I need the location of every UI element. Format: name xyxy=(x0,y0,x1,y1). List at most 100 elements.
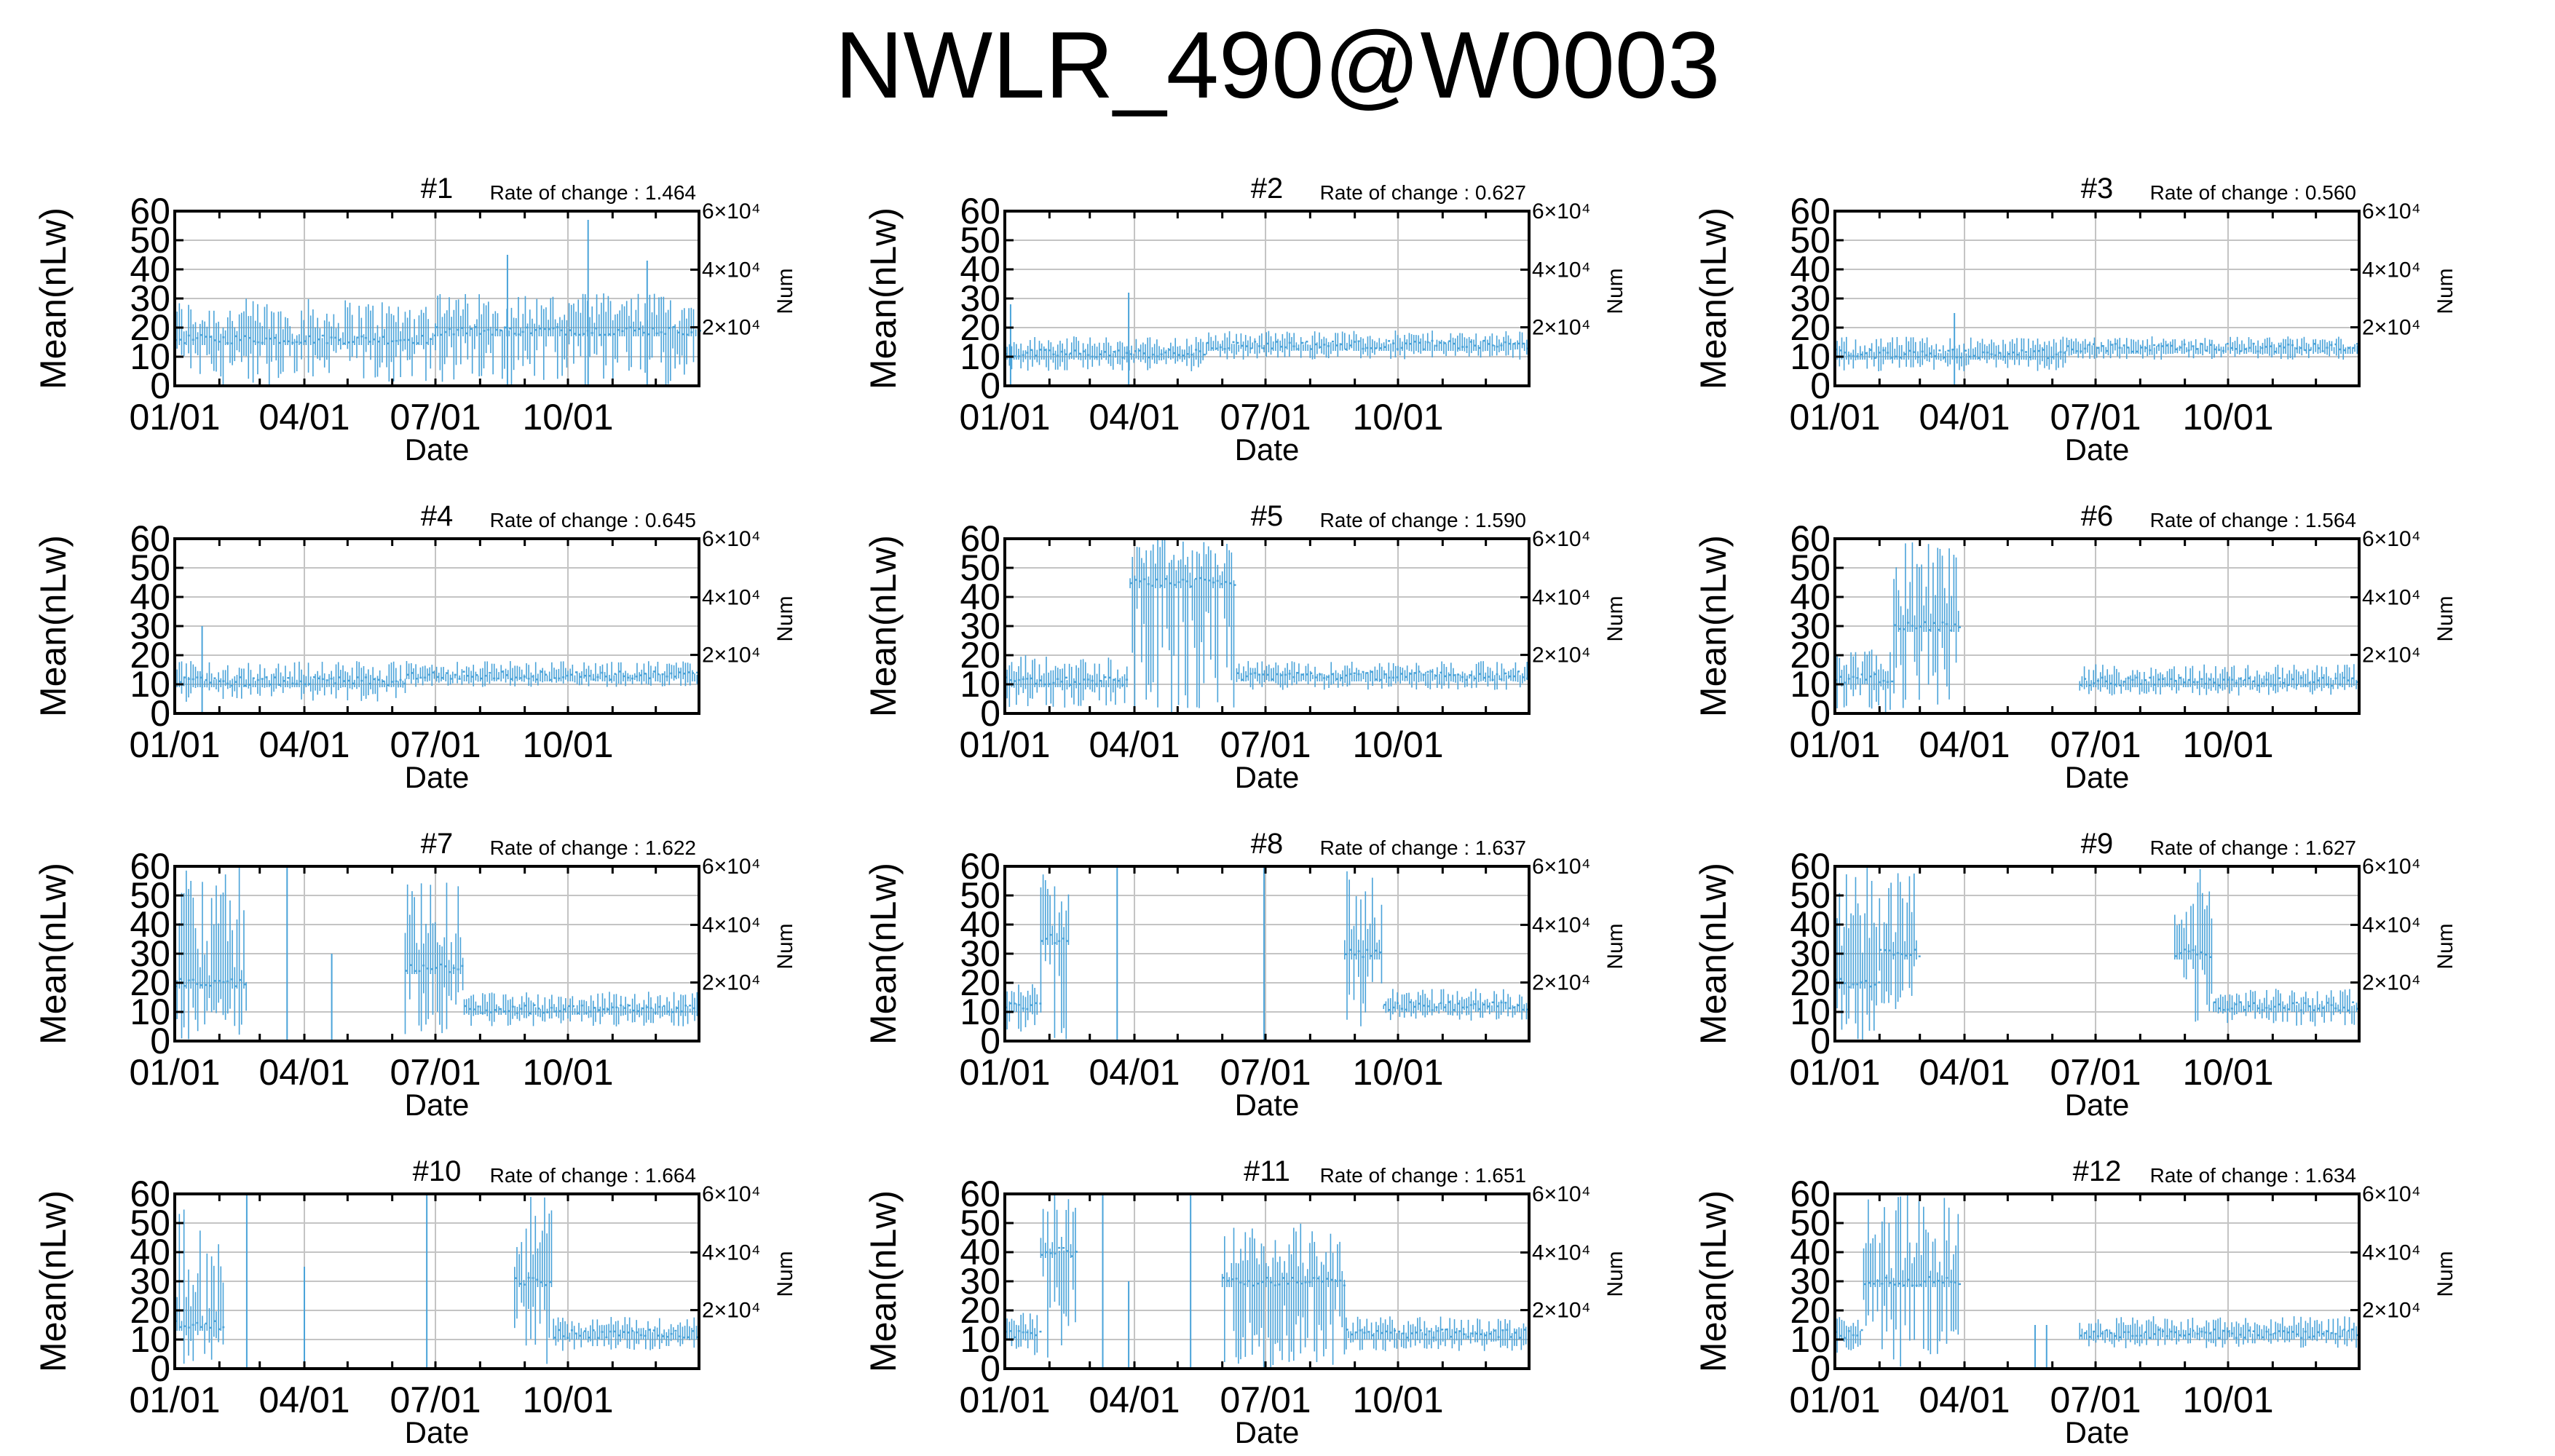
y-axis-label: Mean(nLw) xyxy=(33,207,74,389)
y2-tick-label: 6×10⁴ xyxy=(2362,855,2420,879)
y-tick-label: 0 xyxy=(980,693,1000,734)
y-tick-label: 20 xyxy=(960,962,1000,1003)
y-tick-label: 30 xyxy=(960,606,1000,646)
y2-tick-label: 4×10⁴ xyxy=(1532,585,1590,609)
rate-of-change-annotation: Rate of change : 1.651 xyxy=(1320,1164,1526,1187)
x-tick-label: 01/01 xyxy=(959,397,1050,438)
y-tick-label: 60 xyxy=(960,191,1000,232)
y2-tick-label: 4×10⁴ xyxy=(2362,585,2420,609)
y2-tick-label: 2×10⁴ xyxy=(1532,316,1590,340)
series-marks xyxy=(1834,1195,2360,1369)
x-tick-label: 04/01 xyxy=(258,1052,350,1093)
y-tick-label: 50 xyxy=(960,875,1000,916)
y-tick-label: 20 xyxy=(960,635,1000,676)
y2-tick-label: 2×10⁴ xyxy=(702,316,760,340)
y-tick-label: 40 xyxy=(130,1232,170,1273)
y2-tick-label: 6×10⁴ xyxy=(2362,1182,2420,1206)
x-tick-label: 10/01 xyxy=(1352,1052,1443,1093)
y2-tick-label: 4×10⁴ xyxy=(2362,1241,2420,1265)
x-tick-label: 07/01 xyxy=(1220,397,1311,438)
series-marks xyxy=(1004,539,1529,713)
y-tick-label: 20 xyxy=(1790,962,1831,1003)
y-tick-label: 60 xyxy=(1790,518,1831,559)
y-tick-label: 20 xyxy=(1790,1290,1831,1331)
x-tick-label: 10/01 xyxy=(2182,397,2273,438)
rate-of-change-annotation: Rate of change : 1.634 xyxy=(2150,1164,2356,1187)
x-tick-label: 04/01 xyxy=(1919,1380,2010,1420)
x-tick-label: 10/01 xyxy=(522,724,613,765)
subplot-title: #4 xyxy=(421,500,454,532)
y-tick-label: 0 xyxy=(150,1348,170,1389)
rate-of-change-annotation: Rate of change : 1.464 xyxy=(490,181,696,204)
x-tick-label: 10/01 xyxy=(1352,1380,1443,1420)
x-tick-label: 07/01 xyxy=(2050,1380,2141,1420)
y-tick-label: 30 xyxy=(130,606,170,646)
rate-of-change-annotation: Rate of change : 0.627 xyxy=(1320,181,1526,204)
x-axis-label: Date xyxy=(405,1415,470,1449)
y2-axis-label: Num xyxy=(1603,923,1627,969)
subplot-title: #9 xyxy=(2081,828,2114,860)
x-tick-label: 07/01 xyxy=(390,1380,481,1420)
x-tick-label: 01/01 xyxy=(1789,724,1880,765)
rate-of-change-annotation: Rate of change : 0.645 xyxy=(490,509,696,531)
series-marks xyxy=(174,866,700,1041)
y-axis-label: Mean(nLw) xyxy=(863,863,904,1045)
y-tick-label: 50 xyxy=(1790,547,1831,588)
x-tick-label: 01/01 xyxy=(129,724,220,765)
y-tick-label: 0 xyxy=(150,693,170,734)
y-tick-label: 20 xyxy=(130,307,170,348)
y2-tick-label: 6×10⁴ xyxy=(1532,199,1590,223)
y-tick-label: 20 xyxy=(130,962,170,1003)
y2-axis-label: Num xyxy=(2433,268,2457,314)
x-tick-label: 01/01 xyxy=(129,1380,220,1420)
x-axis-label: Date xyxy=(1235,760,1300,794)
subplot-title: #5 xyxy=(1251,500,1284,532)
x-tick-label: 04/01 xyxy=(258,724,350,765)
subplot-title: #10 xyxy=(413,1155,462,1187)
x-tick-label: 04/01 xyxy=(1089,397,1180,438)
y-tick-label: 60 xyxy=(960,846,1000,887)
subplot-title: #11 xyxy=(1244,1155,1290,1187)
y-axis-label: Mean(nLw) xyxy=(863,535,904,717)
y-tick-label: 10 xyxy=(960,1319,1000,1360)
y-tick-label: 0 xyxy=(1810,1021,1831,1061)
y-tick-label: 20 xyxy=(960,307,1000,348)
y2-axis-label: Num xyxy=(2433,1251,2457,1297)
y2-tick-label: 4×10⁴ xyxy=(2362,258,2420,282)
subplot-title: #7 xyxy=(421,828,454,860)
x-tick-label: 04/01 xyxy=(1089,1052,1180,1093)
y2-axis-label: Num xyxy=(773,923,797,969)
y-tick-label: 30 xyxy=(960,278,1000,319)
subplot-title: #2 xyxy=(1251,173,1284,205)
y-tick-label: 20 xyxy=(130,635,170,676)
y-tick-label: 40 xyxy=(1790,1232,1831,1273)
x-axis-label: Date xyxy=(405,1088,470,1122)
y-axis-label: Mean(nLw) xyxy=(33,1190,74,1372)
y-tick-label: 40 xyxy=(130,577,170,617)
y2-tick-label: 2×10⁴ xyxy=(1532,644,1590,668)
series-marks xyxy=(1834,313,2359,386)
y-tick-label: 40 xyxy=(1790,577,1831,617)
y-tick-label: 40 xyxy=(1790,904,1831,945)
x-axis-label: Date xyxy=(1235,1415,1300,1449)
y-axis-label: Mean(nLw) xyxy=(1693,1190,1734,1372)
x-tick-label: 07/01 xyxy=(390,1052,481,1093)
y-tick-label: 50 xyxy=(960,220,1000,261)
y2-tick-label: 6×10⁴ xyxy=(1532,527,1590,551)
x-tick-label: 01/01 xyxy=(959,1380,1050,1420)
y-tick-label: 10 xyxy=(960,992,1000,1032)
series-marks xyxy=(1004,866,1530,1041)
rate-of-change-annotation: Rate of change : 1.622 xyxy=(490,836,696,859)
rate-of-change-annotation: Rate of change : 0.560 xyxy=(2150,181,2356,204)
y2-axis-label: Num xyxy=(1603,1251,1627,1297)
x-tick-label: 07/01 xyxy=(2050,397,2141,438)
y-tick-label: 50 xyxy=(960,547,1000,588)
subplot-title: #3 xyxy=(2081,173,2114,205)
y2-tick-label: 4×10⁴ xyxy=(1532,913,1590,937)
y-tick-label: 20 xyxy=(1790,635,1831,676)
